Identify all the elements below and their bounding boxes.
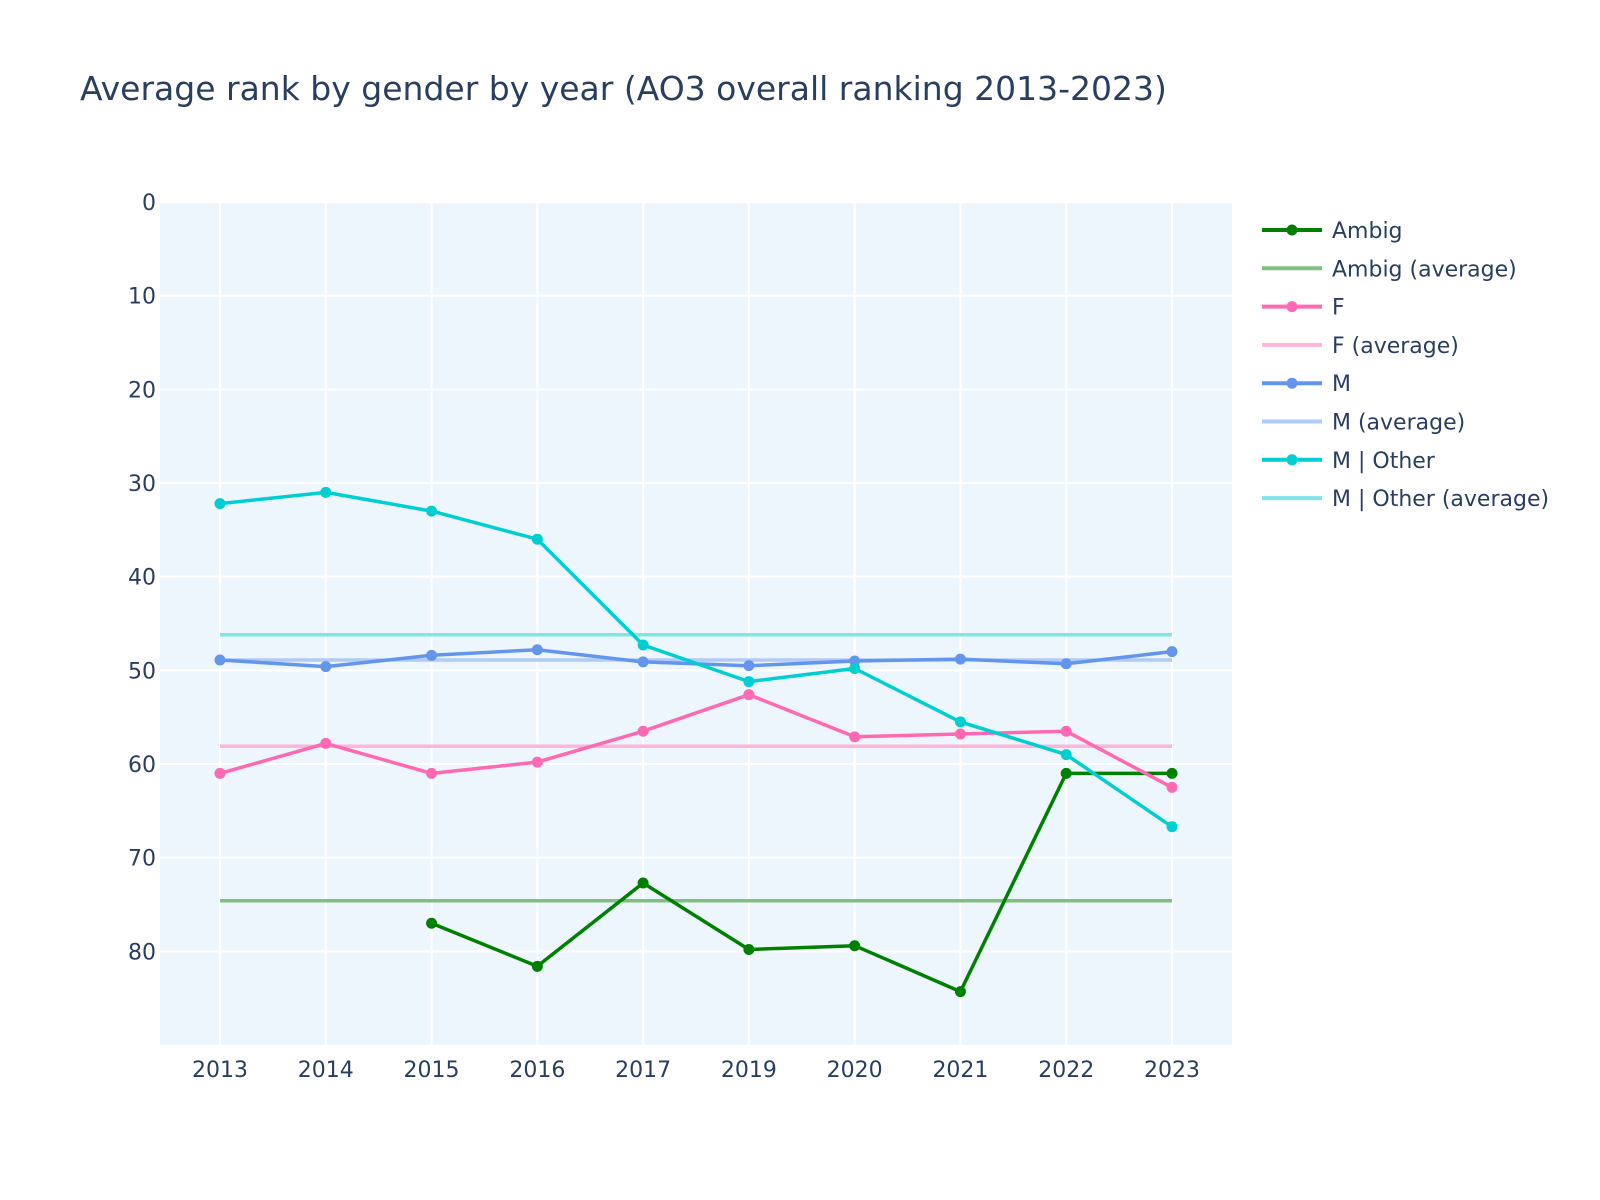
- x-tick-label: 2015: [404, 1058, 460, 1083]
- legend-label: Ambig: [1332, 219, 1403, 244]
- y-tick-label: 70: [128, 847, 156, 872]
- data-point: [531, 960, 543, 972]
- data-point: [320, 661, 332, 673]
- data-point: [1166, 821, 1178, 833]
- legend-marker: [1286, 454, 1298, 466]
- data-point: [954, 653, 966, 665]
- legend-marker: [1286, 224, 1298, 236]
- y-tick-label: 40: [128, 566, 156, 591]
- data-point: [320, 486, 332, 498]
- x-tick-label: 2014: [298, 1058, 354, 1083]
- data-point: [1166, 646, 1178, 658]
- legend-label: F: [1332, 296, 1345, 321]
- data-point: [1060, 749, 1072, 761]
- legend-marker: [1286, 301, 1298, 313]
- y-tick-label: 30: [128, 472, 156, 497]
- legend-item[interactable]: F: [1262, 296, 1345, 321]
- data-point: [531, 756, 543, 768]
- data-point: [954, 986, 966, 998]
- legend-label: M (average): [1332, 411, 1465, 436]
- data-point: [426, 917, 438, 929]
- grid: [160, 201, 1232, 1045]
- data-point: [214, 767, 226, 779]
- chart-title: Average rank by gender by year (AO3 over…: [80, 69, 1167, 108]
- data-point: [214, 654, 226, 666]
- axes: 0 10 20 30 40 50 60 70 80 2013 2014 2015 2016 2017 201…: [128, 191, 1200, 1083]
- legend-item[interactable]: M: [1262, 372, 1351, 397]
- x-tick-label: 2019: [721, 1058, 777, 1083]
- y-tick-label: 50: [128, 659, 156, 684]
- y-tick-label: 80: [128, 940, 156, 965]
- series-m-other: [214, 486, 1178, 833]
- data-point: [743, 689, 755, 701]
- data-point: [531, 533, 543, 545]
- data-point: [531, 644, 543, 656]
- data-point: [743, 676, 755, 688]
- data-point: [954, 716, 966, 728]
- legend-item[interactable]: M | Other (average): [1262, 487, 1549, 512]
- data-point: [637, 656, 649, 668]
- data-point: [1060, 725, 1072, 737]
- series-line: [430, 771, 1172, 994]
- data-point: [637, 639, 649, 651]
- y-tick-label: 60: [128, 753, 156, 778]
- data-point: [743, 943, 755, 955]
- x-tick-label: 2013: [192, 1058, 248, 1083]
- legend-label: M | Other (average): [1332, 487, 1549, 512]
- legend-item[interactable]: Ambig: [1262, 219, 1403, 244]
- data-point: [1166, 767, 1178, 779]
- data-point: [426, 505, 438, 517]
- data-point: [637, 877, 649, 889]
- data-point: [954, 728, 966, 740]
- legend-label: Ambig (average): [1332, 257, 1517, 282]
- legend-marker: [1286, 377, 1298, 389]
- series-line: [219, 692, 1173, 789]
- legend-item[interactable]: F (average): [1262, 334, 1459, 359]
- x-tick-label: 2017: [615, 1058, 671, 1083]
- y-tick-label: 10: [128, 285, 156, 310]
- legend-label: M | Other: [1332, 449, 1436, 474]
- series-layer: [214, 486, 1178, 998]
- x-tick-label: 2021: [932, 1058, 988, 1083]
- data-point: [1166, 781, 1178, 793]
- data-point: [214, 498, 226, 510]
- series-ambig: [426, 767, 1178, 998]
- data-point: [637, 725, 649, 737]
- legend[interactable]: Ambig Ambig (average) F F (average) M M (aver…: [1262, 219, 1549, 512]
- data-point: [320, 737, 332, 749]
- legend-label: M: [1332, 372, 1351, 397]
- data-point: [743, 660, 755, 672]
- legend-item[interactable]: M | Other: [1262, 449, 1436, 474]
- x-tick-label: 2020: [827, 1058, 883, 1083]
- data-point: [849, 940, 861, 952]
- legend-item[interactable]: Ambig (average): [1262, 257, 1517, 282]
- x-tick-label: 2016: [509, 1058, 565, 1083]
- x-tick-label: 2023: [1144, 1058, 1200, 1083]
- plot-background: [160, 202, 1232, 1045]
- legend-label: F (average): [1332, 334, 1459, 359]
- data-point: [1060, 658, 1072, 670]
- data-point: [426, 767, 438, 779]
- x-tick-label: 2022: [1038, 1058, 1094, 1083]
- series-f: [214, 689, 1178, 793]
- y-tick-label: 0: [142, 191, 156, 216]
- legend-item[interactable]: M (average): [1262, 411, 1465, 436]
- data-point: [426, 649, 438, 661]
- data-point: [1060, 767, 1072, 779]
- data-point: [849, 662, 861, 674]
- y-tick-label: 20: [128, 378, 156, 403]
- series-line: [219, 490, 1173, 829]
- data-point: [849, 731, 861, 743]
